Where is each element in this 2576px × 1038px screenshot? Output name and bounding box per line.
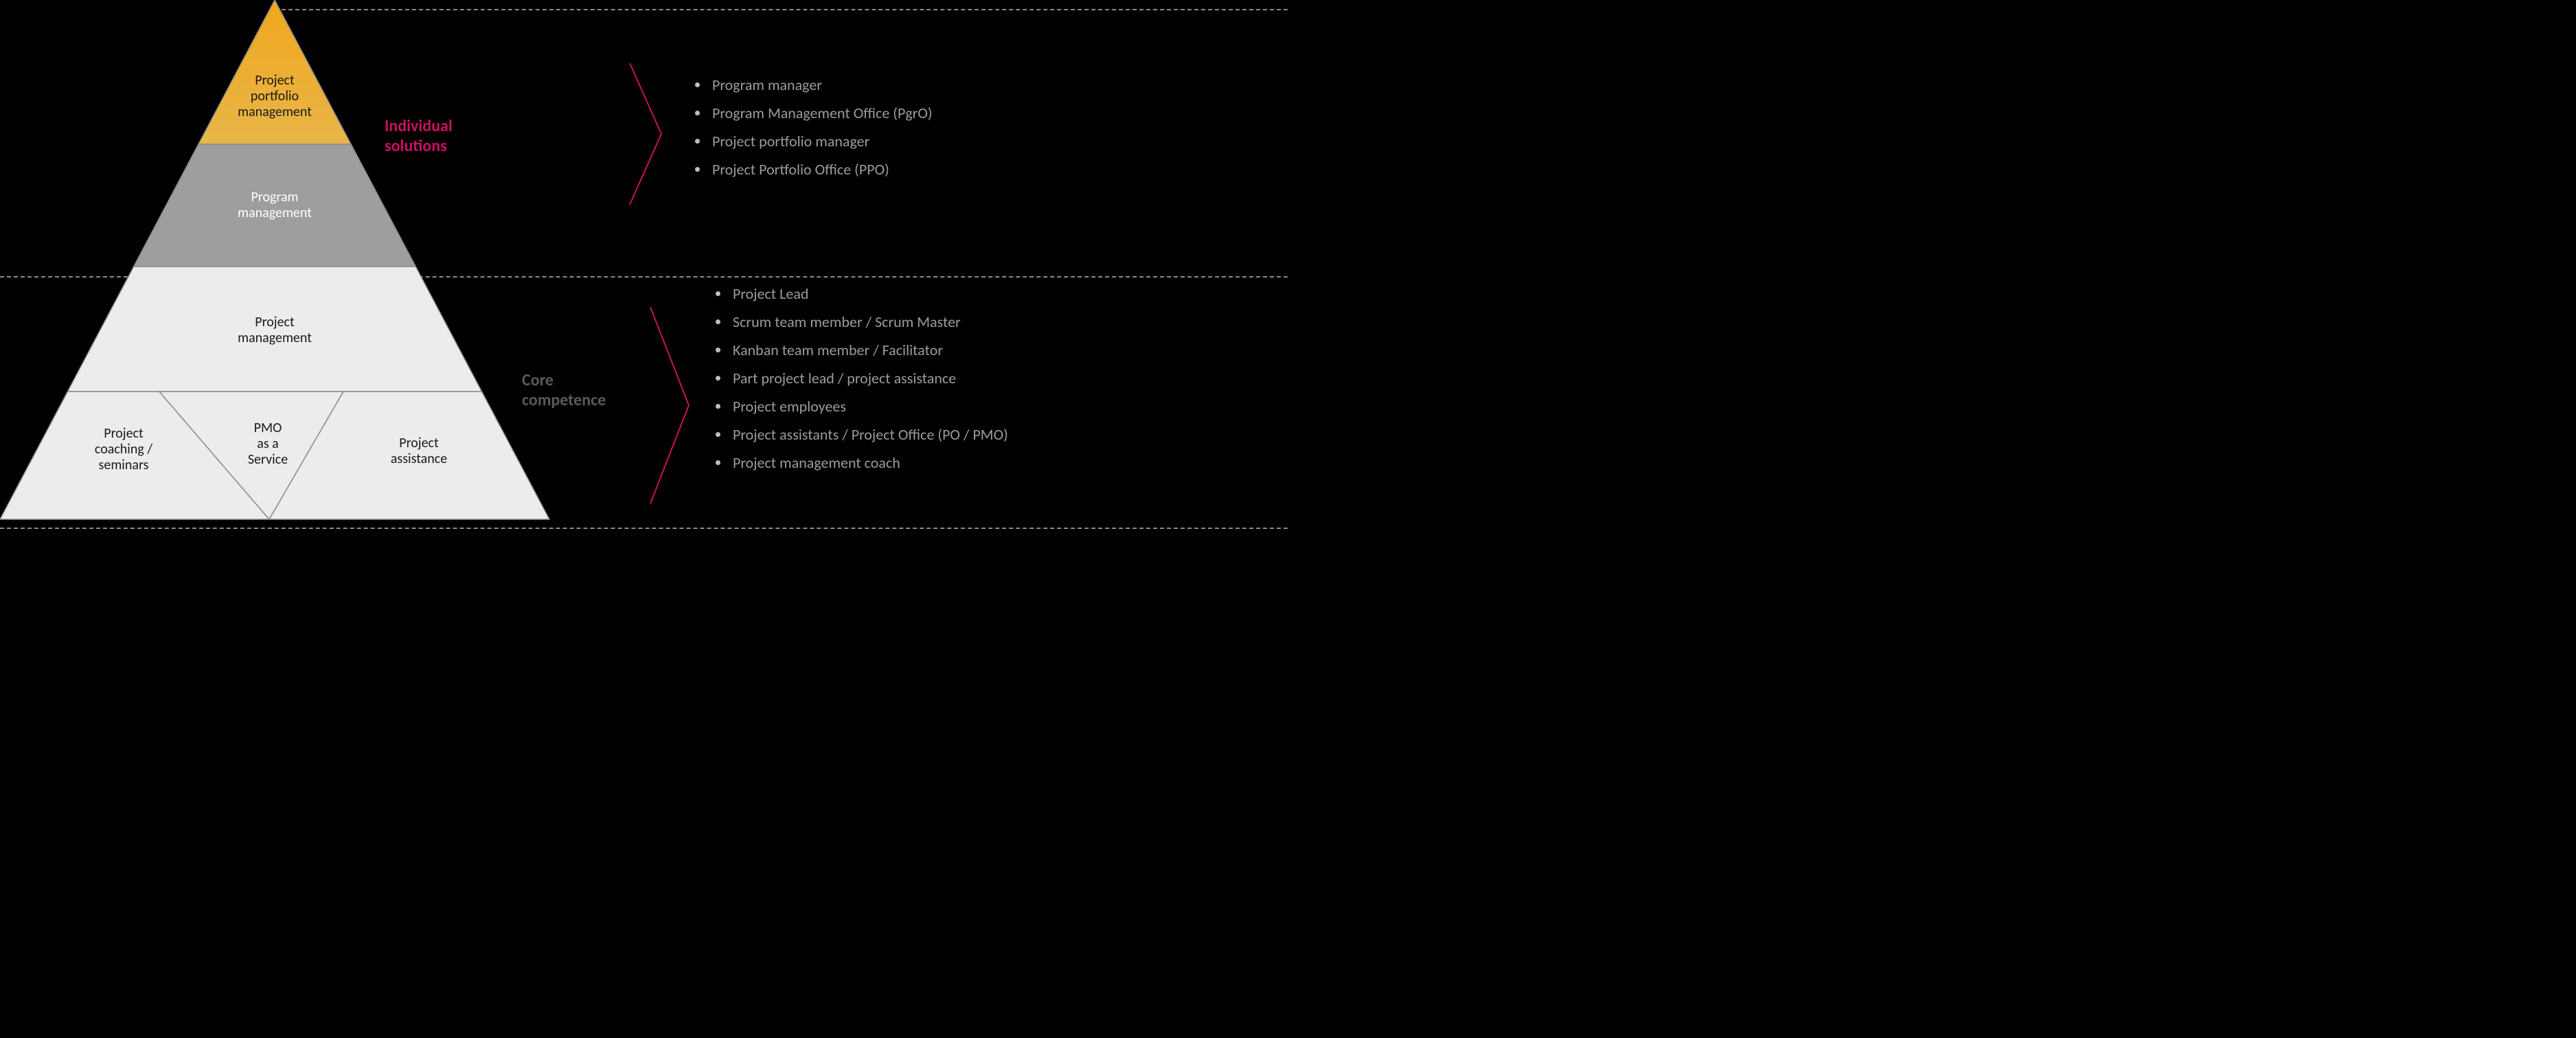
bullet-item: Part project lead / project assistance: [730, 369, 1008, 387]
bullet-item: Scrum team member / Scrum Master: [730, 313, 1008, 331]
pyramid-label-coaching: Projectcoaching /seminars: [62, 426, 185, 473]
bracket-icon: [649, 306, 690, 505]
bullet-item: Project Portfolio Office (PPO): [709, 160, 933, 179]
bullet-item: Project Lead: [730, 284, 1008, 303]
pyramid-label-assistance: Projectassistance: [357, 436, 481, 467]
bullet-item: Project employees: [730, 397, 1008, 416]
pyramid-label-portfolio: Projectportfoliomanagement: [227, 73, 323, 120]
diagram-stage: Projectportfoliomanagement Programmanage…: [0, 0, 1288, 519]
dash-line-bot: [0, 528, 1288, 529]
bullets-individual: Program manager Program Management Office…: [690, 76, 933, 188]
section-title-core: Corecompetence: [522, 371, 606, 411]
pyramid-label-pmo: PMOas aService: [206, 420, 330, 468]
bullet-item: Program manager: [709, 76, 933, 94]
bullet-item: Kanban team member / Facilitator: [730, 341, 1008, 359]
bullet-item: Project assistants / Project Office (PO …: [730, 425, 1008, 444]
bullets-core: Project Lead Scrum team member / Scrum Ma…: [711, 284, 1008, 482]
pyramid-label-project: Projectmanagement: [213, 315, 337, 346]
bullet-item: Project portfolio manager: [709, 132, 933, 150]
bullet-item: Project management coach: [730, 453, 1008, 472]
section-title-individual: Individualsolutions: [385, 117, 453, 157]
bullet-item: Program Management Office (PgrO): [709, 104, 933, 122]
pyramid-label-program: Programmanagement: [213, 190, 337, 221]
bracket-icon: [628, 62, 663, 206]
